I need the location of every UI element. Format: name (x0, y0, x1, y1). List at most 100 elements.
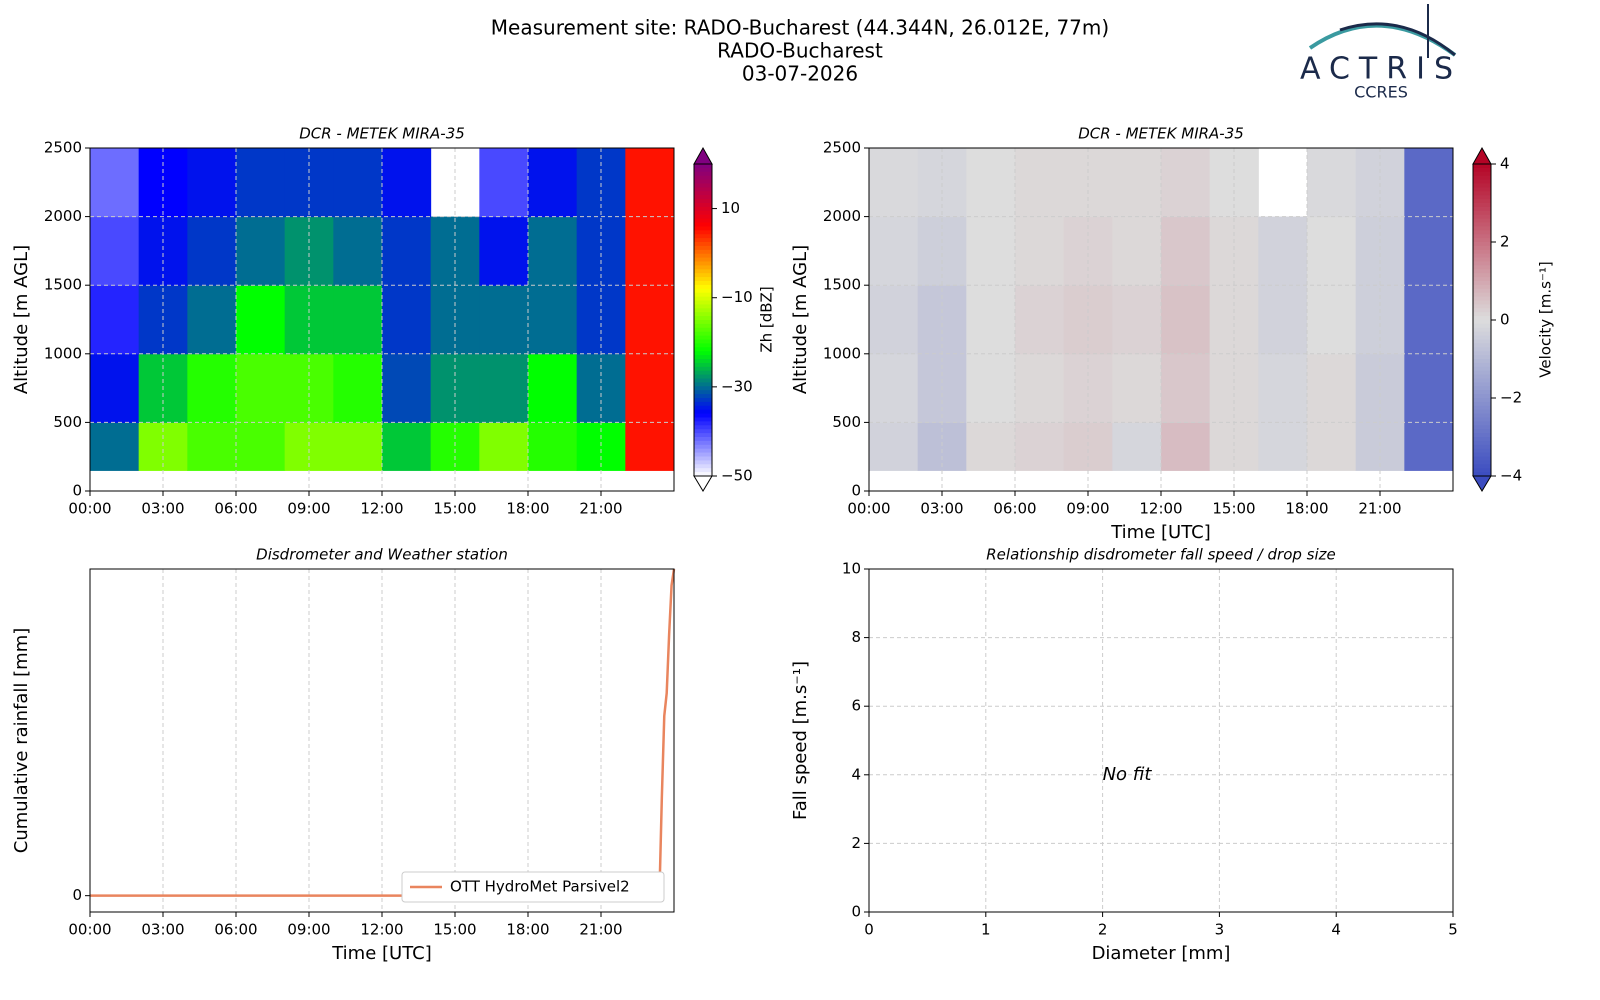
colorbar-segment (1473, 171, 1491, 177)
heatmap-cell (1307, 285, 1357, 355)
colorbar-segment (1473, 284, 1491, 290)
heatmap-cell (187, 285, 237, 355)
x-tick-label: 1 (981, 921, 991, 939)
colorbar-segment (1473, 460, 1491, 465)
colorbar-segment (1473, 335, 1491, 341)
colorbar-segment (694, 390, 712, 395)
heatmap-cell (966, 285, 1016, 355)
colorbar-segment (1473, 339, 1491, 344)
colorbar-tick-label: −30 (721, 377, 753, 395)
colorbar-segment (1473, 304, 1491, 309)
colorbar-segment (1473, 472, 1491, 477)
colorbar-segment (1473, 378, 1491, 383)
colorbar-segment (694, 359, 712, 364)
colorbar-segment (1473, 238, 1491, 243)
heatmap-cell (1161, 216, 1211, 286)
colorbar-segment (694, 413, 712, 419)
x-tick-label: 09:00 (1066, 500, 1109, 518)
heatmap-cell (1307, 216, 1357, 286)
colorbar-segment (1473, 187, 1491, 192)
heatmap-cell (869, 285, 919, 355)
heatmap-cell (382, 148, 432, 218)
y-tick-label: 1000 (823, 344, 861, 362)
heatmap-cell (1161, 285, 1211, 355)
y-tick-label: 10 (842, 560, 861, 578)
colorbar-segment (1473, 331, 1491, 337)
colorbar-segment (694, 257, 712, 263)
colorbar-segment (694, 460, 712, 465)
colorbar-segment (694, 355, 712, 360)
colorbar-segment (694, 245, 712, 251)
colorbar-segment (694, 335, 712, 341)
colorbar-segment (1473, 281, 1491, 286)
colorbar-segment (694, 234, 712, 239)
colorbar-segment (694, 320, 712, 325)
axes-frame (89, 147, 675, 492)
colorbar-segment (694, 343, 712, 348)
colorbar-segment (694, 401, 712, 407)
heatmap-cell (382, 353, 432, 423)
colorbar-segment (1473, 374, 1491, 380)
colorbar-segment (694, 351, 712, 356)
colorbar-tick-label: −4 (1500, 467, 1522, 485)
colorbar-segment (694, 242, 712, 247)
colorbar-segment (1473, 347, 1491, 352)
colorbar-segment (694, 316, 712, 321)
x-tick-label: 03:00 (141, 921, 184, 939)
heatmap-cell (528, 422, 578, 471)
colorbar-segment (1473, 277, 1491, 282)
colorbar-segment (1473, 382, 1491, 387)
colorbar-segment (1473, 343, 1491, 348)
colorbar-segment (1473, 421, 1491, 426)
heatmap-cell (236, 353, 286, 423)
colorbar-segment (694, 425, 712, 430)
y-tick-label: 2500 (823, 139, 861, 157)
heatmap-cell (479, 216, 529, 286)
heatmap-cell (1404, 353, 1454, 423)
heatmap-cell (625, 216, 675, 286)
colorbar-segment (1473, 300, 1491, 305)
colorbar-tick-label: 2 (1500, 233, 1510, 251)
colorbar-segment (1473, 265, 1491, 270)
colorbar-segment (1473, 366, 1491, 372)
colorbar-segment (1473, 390, 1491, 395)
colorbar-segment (1473, 164, 1491, 169)
heatmap-cell (1258, 285, 1308, 355)
y-axis-label: Altitude [m AGL] (790, 245, 811, 394)
heatmap-cell (528, 285, 578, 355)
y-tick-label: 500 (53, 413, 82, 431)
colorbar-segment (694, 409, 712, 415)
colorbar-segment (1473, 433, 1491, 438)
colorbar-segment (694, 421, 712, 426)
x-axis-label: Diameter [mm] (1092, 943, 1231, 964)
colorbar-segment (1473, 429, 1491, 434)
heatmap-cell (966, 148, 1016, 218)
heatmap-cell (869, 216, 919, 286)
heatmap-cell (625, 353, 675, 423)
x-tick-label: 06:00 (993, 500, 1036, 518)
colorbar-segment (1473, 448, 1491, 454)
colorbar-segment (694, 210, 712, 216)
colorbar-segment (1473, 296, 1491, 302)
x-tick-label: 15:00 (1212, 500, 1255, 518)
colorbar-segment (1473, 437, 1491, 442)
colorbar-segment (694, 171, 712, 177)
heatmap-cell (1161, 148, 1211, 218)
heatmap-cell (187, 422, 237, 471)
heatmap-cell (1404, 422, 1454, 471)
colorbar-segment (1473, 468, 1491, 473)
colorbar-segment (1473, 175, 1491, 181)
colorbar-segment (694, 323, 712, 329)
colorbar-tick-label: −50 (721, 467, 753, 485)
colorbar-segment (694, 249, 712, 255)
colorbar-segment (1473, 413, 1491, 419)
colorbar-segment (1473, 316, 1491, 321)
y-tick-label: 1000 (44, 344, 82, 362)
colorbar-segment (694, 433, 712, 438)
colorbar-segment (694, 191, 712, 196)
colorbar-segment (694, 167, 712, 173)
colorbar-segment (1473, 218, 1491, 224)
heatmap-cell (528, 216, 578, 286)
heatmap-cell (333, 285, 383, 355)
